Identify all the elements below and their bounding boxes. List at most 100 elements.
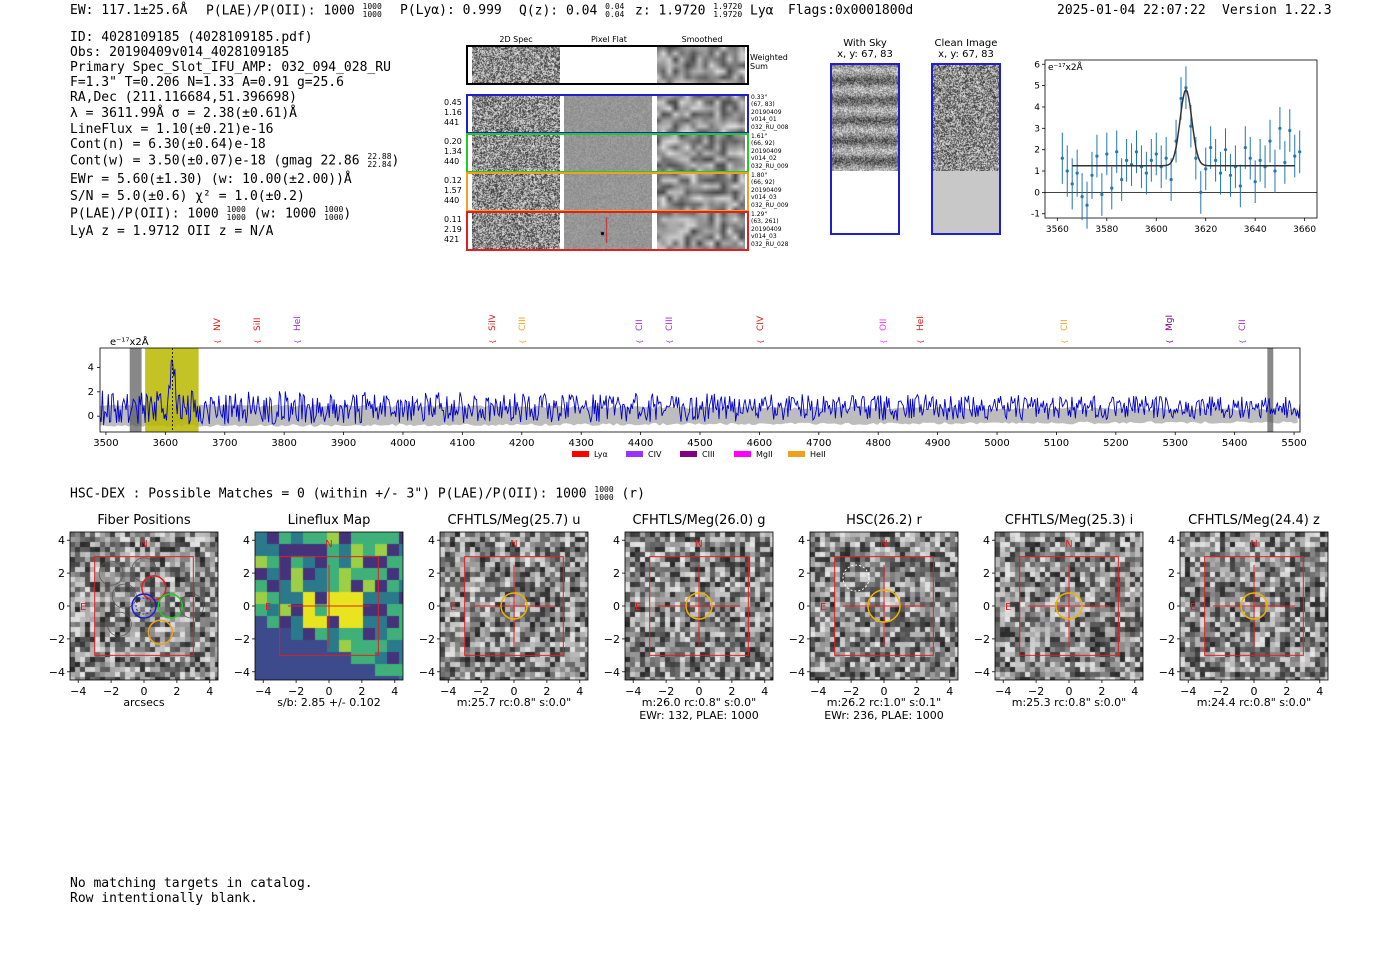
cutout-ytick-label: −4 xyxy=(49,666,65,679)
cutout-xtick-label: 4 xyxy=(576,685,583,698)
info-obs: Obs: 20190409v014_4028109185 xyxy=(70,45,290,60)
spec2d-row-meta-line: (63, 261) xyxy=(751,218,779,226)
cutout-caption: m:25.7 rc:0.8" s:0.0" xyxy=(456,696,572,709)
cutout-red-box xyxy=(279,556,379,656)
zoom-xtick-label: 3660 xyxy=(1293,225,1316,232)
cutout-ytick-label: −4 xyxy=(974,666,990,679)
full-emission-bracket: { xyxy=(1166,340,1174,344)
cutout-red-box xyxy=(1019,556,1119,656)
cutout-east-label: E xyxy=(265,602,271,613)
cutout-ytick-label: 0 xyxy=(798,600,805,613)
spec2d-row-stats: 0.20 1.34 440 xyxy=(444,137,462,167)
info-contw-hi: 22.88 xyxy=(367,152,392,161)
zoom-data-point xyxy=(1105,152,1109,156)
zoom-data-point xyxy=(1248,156,1252,160)
cutout-xtick-label: −2 xyxy=(1028,685,1044,698)
spec2d-flat-image xyxy=(564,135,652,171)
cutout-ytick-label: 2 xyxy=(613,567,620,580)
cutout-north-label: N xyxy=(510,539,517,550)
spec2d-weighted-sum xyxy=(466,45,749,85)
zoom-ytick-label: 0 xyxy=(1034,188,1040,198)
cutout-caption: m:26.0 rc:0.8" s:0.0" xyxy=(641,696,757,709)
zoom-ytick-label: 3 xyxy=(1034,124,1040,134)
header-qz-value: Q(z): 0.04 xyxy=(519,3,598,19)
full-xtick-label: 5500 xyxy=(1281,438,1306,449)
cutout-ytick-label: 4 xyxy=(58,534,65,547)
cutout-ytick-label: −2 xyxy=(789,633,805,646)
clean-title: Clean Image xyxy=(934,38,998,49)
cutout-xtick-label: −4 xyxy=(70,685,86,698)
full-xtick-label: 4900 xyxy=(925,438,950,449)
info-lyaz: LyA z = 1.9712 OII z = N/A xyxy=(70,224,274,239)
cutout-xtick-label: 4 xyxy=(946,685,953,698)
cutout-xtick-label: −4 xyxy=(810,685,826,698)
cutout-fiber-circle xyxy=(157,593,184,619)
zoom-ytick-label: -1 xyxy=(1031,210,1040,220)
header-plae-lo: 1000 xyxy=(362,10,382,19)
spec2d-row xyxy=(466,94,749,134)
zoom-data-point xyxy=(1238,184,1242,188)
zoom-data-point xyxy=(1125,158,1129,162)
cutout-xtick-label: 2 xyxy=(1283,685,1290,698)
spec2d-weighted-text: Weighted xyxy=(750,53,788,62)
spec2d-flat-image xyxy=(564,174,652,210)
full-emission-label: OII xyxy=(879,319,889,331)
cutout-plot: N E −4 −4 −2 −2 0 0 2 2 4 4 xyxy=(974,531,1144,698)
info-sn: S/N = 5.0(±0.6) χ² = 1.0(±0.2) xyxy=(70,189,305,204)
full-xtick-label: 5400 xyxy=(1222,438,1247,449)
cutout-plot: N E −4 −4 −2 −2 0 0 2 2 4 4 xyxy=(49,531,219,698)
full-legend-swatch xyxy=(788,451,805,457)
info-contn: Cont(n) = 6.30(±0.64)e-18 xyxy=(70,137,266,152)
spec2d-row xyxy=(466,211,749,251)
cutout-title: CFHTLS/Meg(25.3) i xyxy=(1004,513,1134,528)
full-xtick-label: 3900 xyxy=(331,438,356,449)
spec2d-noise-image xyxy=(472,174,560,210)
full-xtick-label: 4800 xyxy=(865,438,890,449)
spec2d-row-meta-line: v014_03 xyxy=(751,194,777,202)
spec2d-row-stat: 2.19 xyxy=(444,225,462,234)
zoom-data-point xyxy=(1214,158,1218,162)
sky-image-data xyxy=(832,65,898,171)
header-z: z: 1.9720 1.9720 1.9720 Lyα xyxy=(635,3,774,19)
spec2d-smooth-image xyxy=(657,213,745,249)
spec2d-row-meta-line: (66, 92) xyxy=(751,179,775,187)
zoom-data-point xyxy=(1278,126,1282,130)
cutout-caption-extra: EWr: 132, PLAE: 1000 xyxy=(639,709,759,722)
full-xtick-label: 4500 xyxy=(687,438,712,449)
footer-line2: Row intentionally blank. xyxy=(70,891,258,906)
info-plae-hi: 1000 xyxy=(226,205,246,214)
full-legend-label: Lyα xyxy=(594,450,608,459)
cutout-red-box xyxy=(1204,556,1304,656)
zoom-xtick-label: 3600 xyxy=(1145,225,1168,232)
full-emission-label: HeII xyxy=(293,315,303,331)
full-legend-swatch xyxy=(626,451,643,457)
header-qz-hi: 0.04 xyxy=(605,2,625,11)
spec2d-smooth-image xyxy=(657,174,745,210)
cutout-xtick-label: −4 xyxy=(440,685,456,698)
spec2d-row-stat: 421 xyxy=(444,235,460,244)
cutout-ytick-label: −4 xyxy=(1159,666,1175,679)
spec2d-weighted-smooth xyxy=(657,47,745,83)
hsc-summary-lo: 1000 xyxy=(594,493,614,502)
zoom-ytick-label: 1 xyxy=(1034,167,1040,177)
full-emission-bracket: { xyxy=(666,340,674,344)
info-plae-value: P(LAE)/P(OII): 1000 xyxy=(70,206,219,222)
header-qz: Q(z): 0.04 0.04 0.04 xyxy=(519,3,624,19)
cutout-xtick-label: 0 xyxy=(696,685,703,698)
zoom-data-point xyxy=(1149,158,1153,162)
full-emission-label: NV xyxy=(213,317,223,331)
cutout-title: CFHTLS/Meg(26.0) g xyxy=(632,513,766,528)
zoom-data-point xyxy=(1273,169,1277,173)
cutout-ytick-label: 0 xyxy=(983,600,990,613)
clean-image xyxy=(931,63,1001,235)
spec2d-row-meta-line: v014_03 xyxy=(751,233,777,241)
spec2d-row-stat: 441 xyxy=(444,118,460,127)
info-contw-end: ) xyxy=(391,153,400,169)
full-emission-label: SiIV xyxy=(488,315,498,331)
cutout-xtick-label: 2 xyxy=(913,685,920,698)
footer-line1: No matching targets in catalog. xyxy=(70,876,313,891)
spec2d-row-meta-line: v014_01 xyxy=(751,116,777,124)
info-plae: P(LAE)/P(OII): 1000 1000 1000 (w: 1000 10… xyxy=(70,206,351,222)
cutout-red-box xyxy=(649,556,749,656)
cutout-plot: N E −4 −4 −2 −2 0 0 2 2 4 4 xyxy=(234,531,404,698)
